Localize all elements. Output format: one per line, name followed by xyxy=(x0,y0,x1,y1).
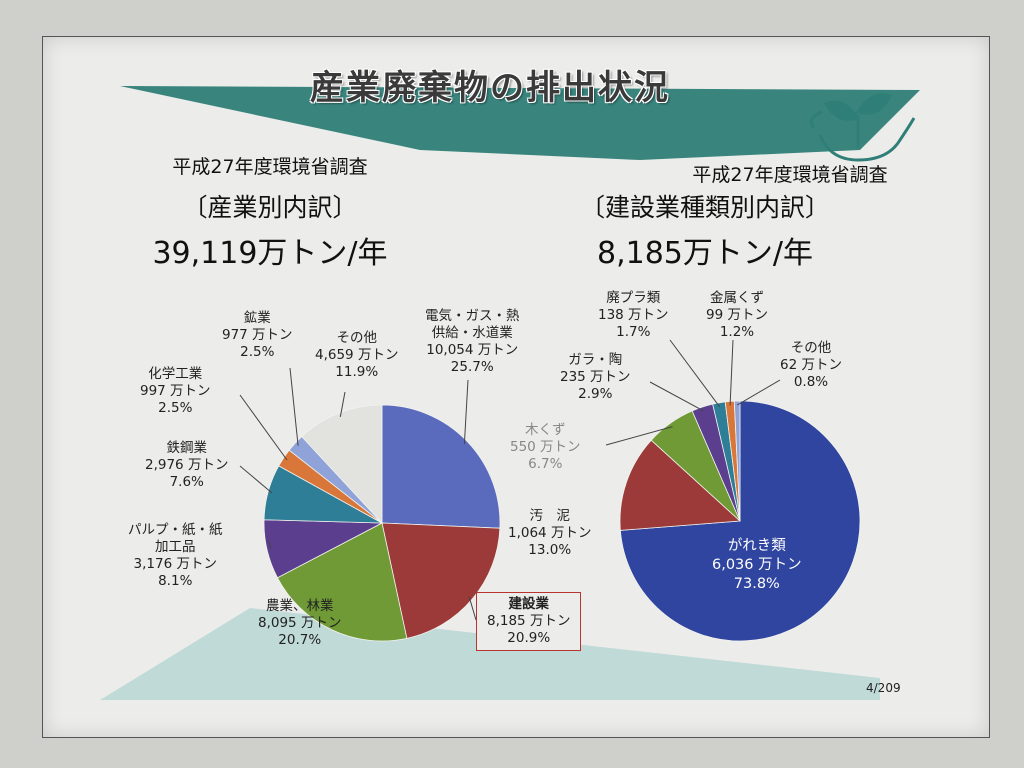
title-band xyxy=(120,86,920,160)
right-survey-note: 平成27年度環境省調査 xyxy=(692,164,888,186)
page-number: 4/209 xyxy=(866,681,901,695)
leader-line xyxy=(463,379,469,445)
label-other-construction: その他 62 万トン 0.8% xyxy=(780,340,842,390)
construction-pie-chart xyxy=(619,400,861,642)
pie-slice xyxy=(619,439,741,531)
right-category: 〔建設業種類別内訳〕 xyxy=(579,193,830,222)
pie-slice xyxy=(381,404,501,529)
leader-line xyxy=(649,381,704,412)
right-total: 8,185万トン/年 xyxy=(597,236,813,271)
pie-slice xyxy=(733,400,741,522)
leader-line xyxy=(267,539,272,549)
leader-line xyxy=(736,379,781,406)
label-agriculture: 農業、林業 8,095 万トン 20.7% xyxy=(258,598,342,648)
leader-line xyxy=(468,596,477,621)
label-glass-ceramic: ガラ・陶 235 万トン 2.9% xyxy=(560,352,631,402)
label-steel: 鉄鋼業 2,976 万トン 7.6% xyxy=(145,440,229,490)
bottom-band xyxy=(100,608,880,700)
plant-hands-icon xyxy=(809,93,916,162)
left-total: 39,119万トン/年 xyxy=(152,236,388,271)
leader-line xyxy=(669,339,721,408)
label-pulp: パルプ・紙・紙 加工品 3,176 万トン 8.1% xyxy=(128,522,223,589)
leader-line xyxy=(239,465,273,494)
label-chemical: 化学工業 997 万トン 2.5% xyxy=(140,366,211,416)
label-metal-scrap: 金属くず 99 万トン 1.2% xyxy=(706,290,768,340)
label-mining: 鉱業 977 万トン 2.5% xyxy=(222,310,293,360)
label-wood: 木くず 550 万トン 6.7% xyxy=(510,422,581,472)
label-sludge: 汚 泥 1,064 万トン 13.0% xyxy=(508,508,592,558)
pie-slice xyxy=(276,522,408,642)
left-survey-note: 平成27年度環境省調査 xyxy=(172,156,368,178)
left-category: 〔産業別内訳〕 xyxy=(182,193,358,222)
label-rubble: がれき類 6,036 万トン 73.8% xyxy=(712,538,802,592)
page-title: 産業廃棄物の排出状況 xyxy=(310,68,670,108)
leader-line xyxy=(289,367,299,446)
leader-lines xyxy=(239,339,781,621)
label-electricity: 電気・ガス・熱 供給・水道業 10,054 万トン 25.7% xyxy=(425,308,520,375)
leader-line xyxy=(729,339,734,406)
label-other-industry: その他 4,659 万トン 11.9% xyxy=(315,330,399,380)
leader-line xyxy=(239,394,288,461)
label-waste-plastic: 廃プラ類 138 万トン 1.7% xyxy=(598,290,669,340)
leader-line xyxy=(339,391,346,417)
pie-slice xyxy=(301,404,383,525)
label-construction: 建設業 8,185 万トン 20.9% xyxy=(476,592,582,651)
industry-pie-chart xyxy=(263,404,501,642)
leader-line xyxy=(605,426,673,446)
pie-slice xyxy=(381,522,501,639)
